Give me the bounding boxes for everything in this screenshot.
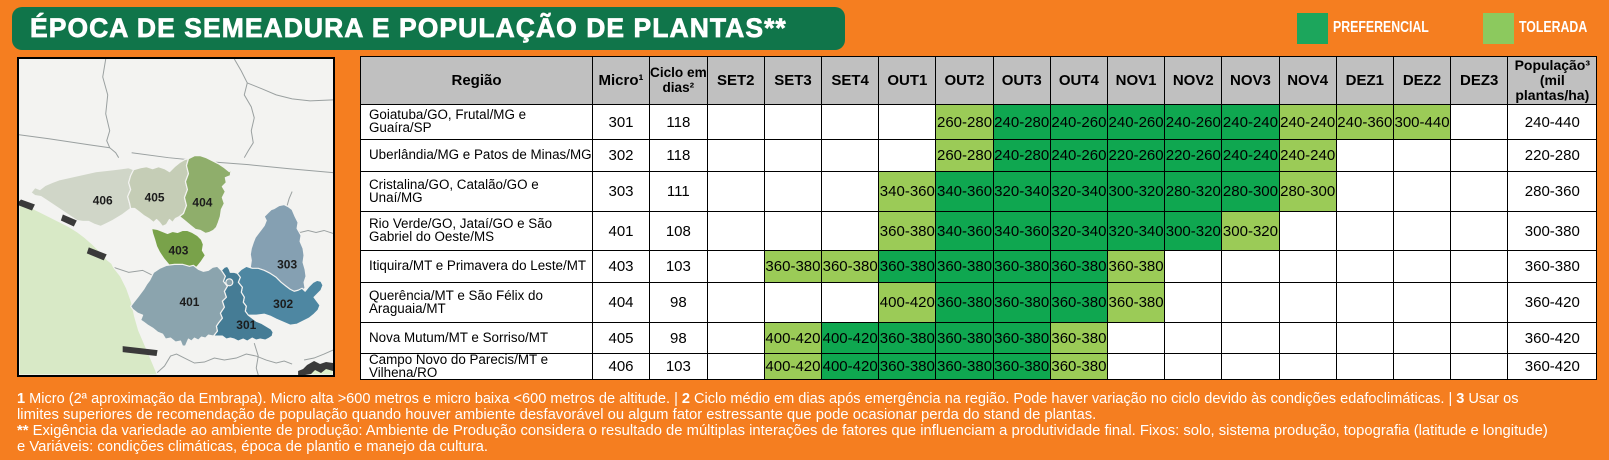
svg-text:303: 303	[277, 257, 297, 271]
svg-text:405: 405	[145, 191, 165, 205]
svg-text:403: 403	[169, 243, 189, 257]
svg-text:302: 302	[273, 297, 293, 311]
svg-text:301: 301	[236, 318, 256, 332]
svg-text:406: 406	[93, 194, 113, 208]
svg-text:401: 401	[179, 295, 199, 309]
svg-text:404: 404	[192, 196, 212, 210]
